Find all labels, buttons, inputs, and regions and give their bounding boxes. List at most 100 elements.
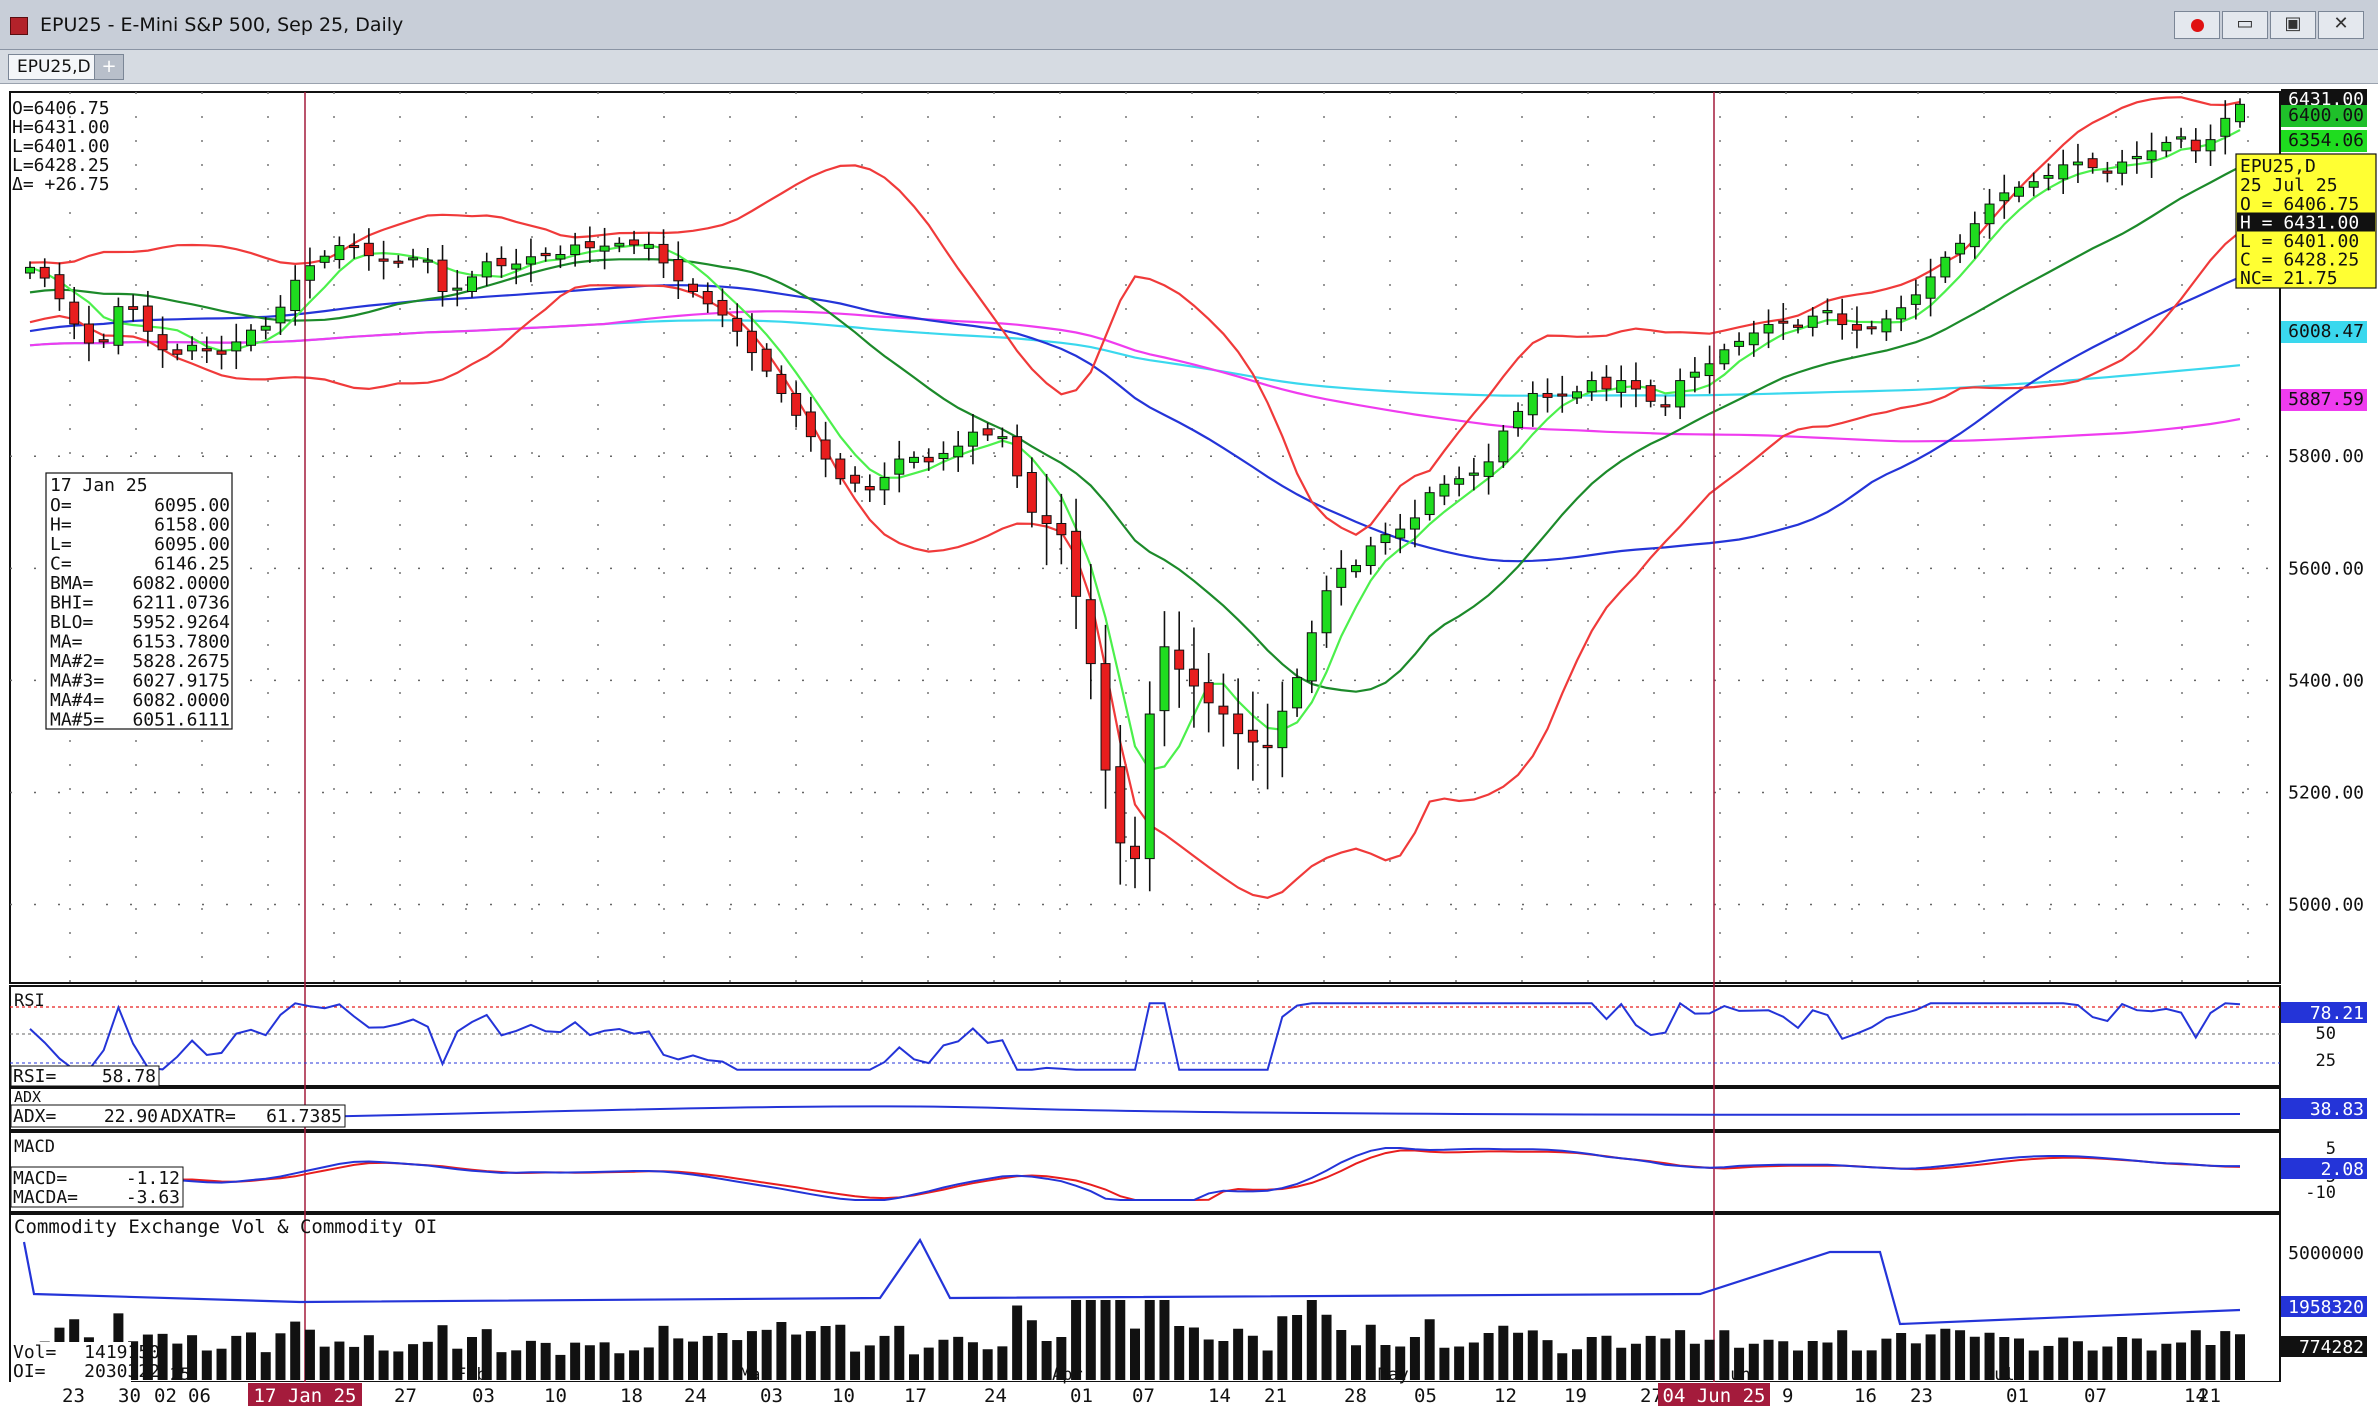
volume-bar — [1395, 1346, 1406, 1380]
candle-body — [1159, 646, 1170, 712]
date-label: 02 — [154, 1385, 177, 1407]
volume-bar — [467, 1337, 477, 1380]
candle-body — [1527, 392, 1538, 416]
info-box-title: 17 Jan 25 — [50, 475, 148, 496]
record-button[interactable] — [2174, 11, 2220, 39]
candle-body — [1100, 663, 1111, 771]
volume-bar — [688, 1341, 698, 1380]
candle-body — [629, 239, 640, 246]
volume-bar — [1292, 1315, 1303, 1380]
candle-body — [1660, 404, 1671, 408]
volume-bar — [2087, 1350, 2098, 1380]
candle-body — [894, 458, 905, 475]
candle-body — [1763, 324, 1774, 334]
candle-body — [25, 266, 35, 274]
minimize-button[interactable]: ▭ — [2222, 11, 2268, 39]
candle-body — [2161, 141, 2172, 152]
volume-bar — [511, 1350, 522, 1380]
date-label: 17 — [904, 1385, 927, 1407]
candle-body — [1351, 565, 1361, 573]
candle-body — [1675, 380, 1686, 408]
volume-bar — [599, 1342, 610, 1380]
rsi-value-box — [10, 1065, 160, 1087]
candle-body — [334, 245, 345, 261]
volume-bar — [1159, 1300, 1170, 1380]
candle-body — [349, 245, 360, 249]
month-label: 25 — [170, 1365, 190, 1385]
volume-bar — [967, 1342, 978, 1380]
candle-body — [2190, 139, 2201, 152]
candle-body — [1837, 313, 1848, 326]
volume-bar — [629, 1350, 640, 1380]
volume-bar — [1807, 1341, 1818, 1380]
candle-body — [275, 306, 286, 324]
window-titlebar: EPU25 - E-Mini S&P 500, Sep 25, Daily ▭ … — [0, 0, 2378, 50]
candle-body — [1041, 515, 1052, 524]
candle-body — [378, 258, 389, 262]
volume-bar — [525, 1340, 536, 1380]
candle-body — [732, 317, 743, 332]
date-label: 23 — [62, 1385, 85, 1407]
info-box-key: MA#5= — [50, 710, 104, 731]
volume-bar — [938, 1339, 949, 1380]
ohlc-readout: L=6428.25 — [12, 155, 110, 176]
candle-body — [319, 255, 330, 263]
candle-body — [1247, 729, 1258, 743]
ma-blue-line — [29, 276, 2241, 563]
candle-body — [1498, 430, 1509, 463]
info-box-key: MA#3= — [50, 671, 104, 692]
close-button[interactable]: ✕ — [2318, 11, 2364, 39]
candle-body — [83, 323, 94, 344]
volume-bar — [1630, 1343, 1641, 1380]
volume-bar — [746, 1331, 757, 1380]
volume-bar — [1734, 1347, 1745, 1380]
cursor-date-box-jan — [248, 1383, 362, 1406]
candle-body — [1586, 380, 1597, 393]
volume-bar — [1012, 1305, 1023, 1380]
candle-body — [1439, 483, 1450, 497]
axis-label: 5800.00 — [2288, 446, 2364, 467]
volume-bar — [1645, 1335, 1656, 1380]
volume-bar — [1041, 1341, 1052, 1380]
volume-bar — [1100, 1300, 1111, 1380]
info-box-key: BHI= — [50, 593, 94, 614]
macd-panel — [9, 1131, 2281, 1213]
candle-body — [540, 252, 551, 257]
axis-marker — [2281, 389, 2367, 411]
date-label: 18 — [620, 1385, 643, 1407]
candle-body — [1336, 567, 1347, 588]
candle-body — [408, 257, 419, 261]
volume-bar — [1380, 1345, 1391, 1380]
info-box-key: MA= — [50, 632, 83, 653]
cursor-date-jan: 17 Jan 25 — [254, 1385, 357, 1407]
candle-body — [1365, 545, 1376, 567]
candle-body — [1468, 472, 1479, 476]
candle-body — [1306, 632, 1317, 682]
volume-bar — [1940, 1328, 1951, 1380]
candles — [25, 98, 2245, 892]
candle-body — [437, 259, 448, 292]
candle-body — [1203, 682, 1214, 704]
date-label: 16 — [1854, 1385, 1877, 1407]
candle-body — [1542, 392, 1553, 398]
rsi-axis-value: 78.21 — [2310, 1003, 2364, 1024]
tab-epu25[interactable]: EPU25,D — [8, 54, 100, 80]
candle-body — [2087, 158, 2098, 169]
restore-button[interactable]: ▣ — [2270, 11, 2316, 39]
info-box-value: 5828.2675 — [132, 651, 230, 672]
info-box-value: 6146.25 — [154, 554, 230, 575]
volume-bar — [408, 1344, 419, 1380]
volume-bar — [1454, 1346, 1465, 1380]
candle-body — [982, 428, 993, 436]
volume-bar — [1513, 1332, 1524, 1380]
volume-bar — [1586, 1337, 1597, 1380]
macda-value: -3.63 — [126, 1187, 180, 1208]
volume-bar — [1233, 1328, 1244, 1380]
volume-bar — [1130, 1328, 1140, 1380]
axis-label: 6400.00 — [2288, 105, 2364, 126]
candle-body — [2058, 164, 2069, 180]
candle-body — [2131, 155, 2142, 160]
add-tab-button[interactable]: + — [94, 54, 124, 80]
date-label: 06 — [188, 1385, 211, 1407]
